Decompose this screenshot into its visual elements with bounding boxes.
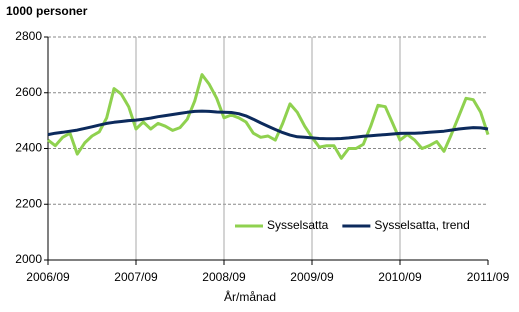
x-tick-label: 2008/09 — [202, 270, 246, 284]
legend-label: Sysselsatta — [267, 218, 329, 232]
x-tick-label: 2009/09 — [290, 270, 334, 284]
series-line — [47, 109, 489, 141]
series-line — [47, 73, 490, 160]
y-tick-label: 2000 — [15, 252, 42, 266]
y-tick-label: 2600 — [15, 85, 42, 99]
x-tick-label: 2006/09 — [26, 270, 70, 284]
x-tick-label: 2007/09 — [114, 270, 158, 284]
legend-label: Sysselsatta, trend — [374, 218, 469, 232]
x-tick-label: 2011/09 — [467, 270, 510, 284]
x-tick-label: 2010/09 — [378, 270, 422, 284]
y-tick-label: 2200 — [15, 196, 42, 210]
y-tick-label: 2800 — [15, 29, 42, 43]
y-axis-label: 1000 personer — [6, 4, 88, 18]
x-axis-label: År/månad — [224, 289, 276, 304]
y-tick-label: 2400 — [15, 141, 42, 155]
